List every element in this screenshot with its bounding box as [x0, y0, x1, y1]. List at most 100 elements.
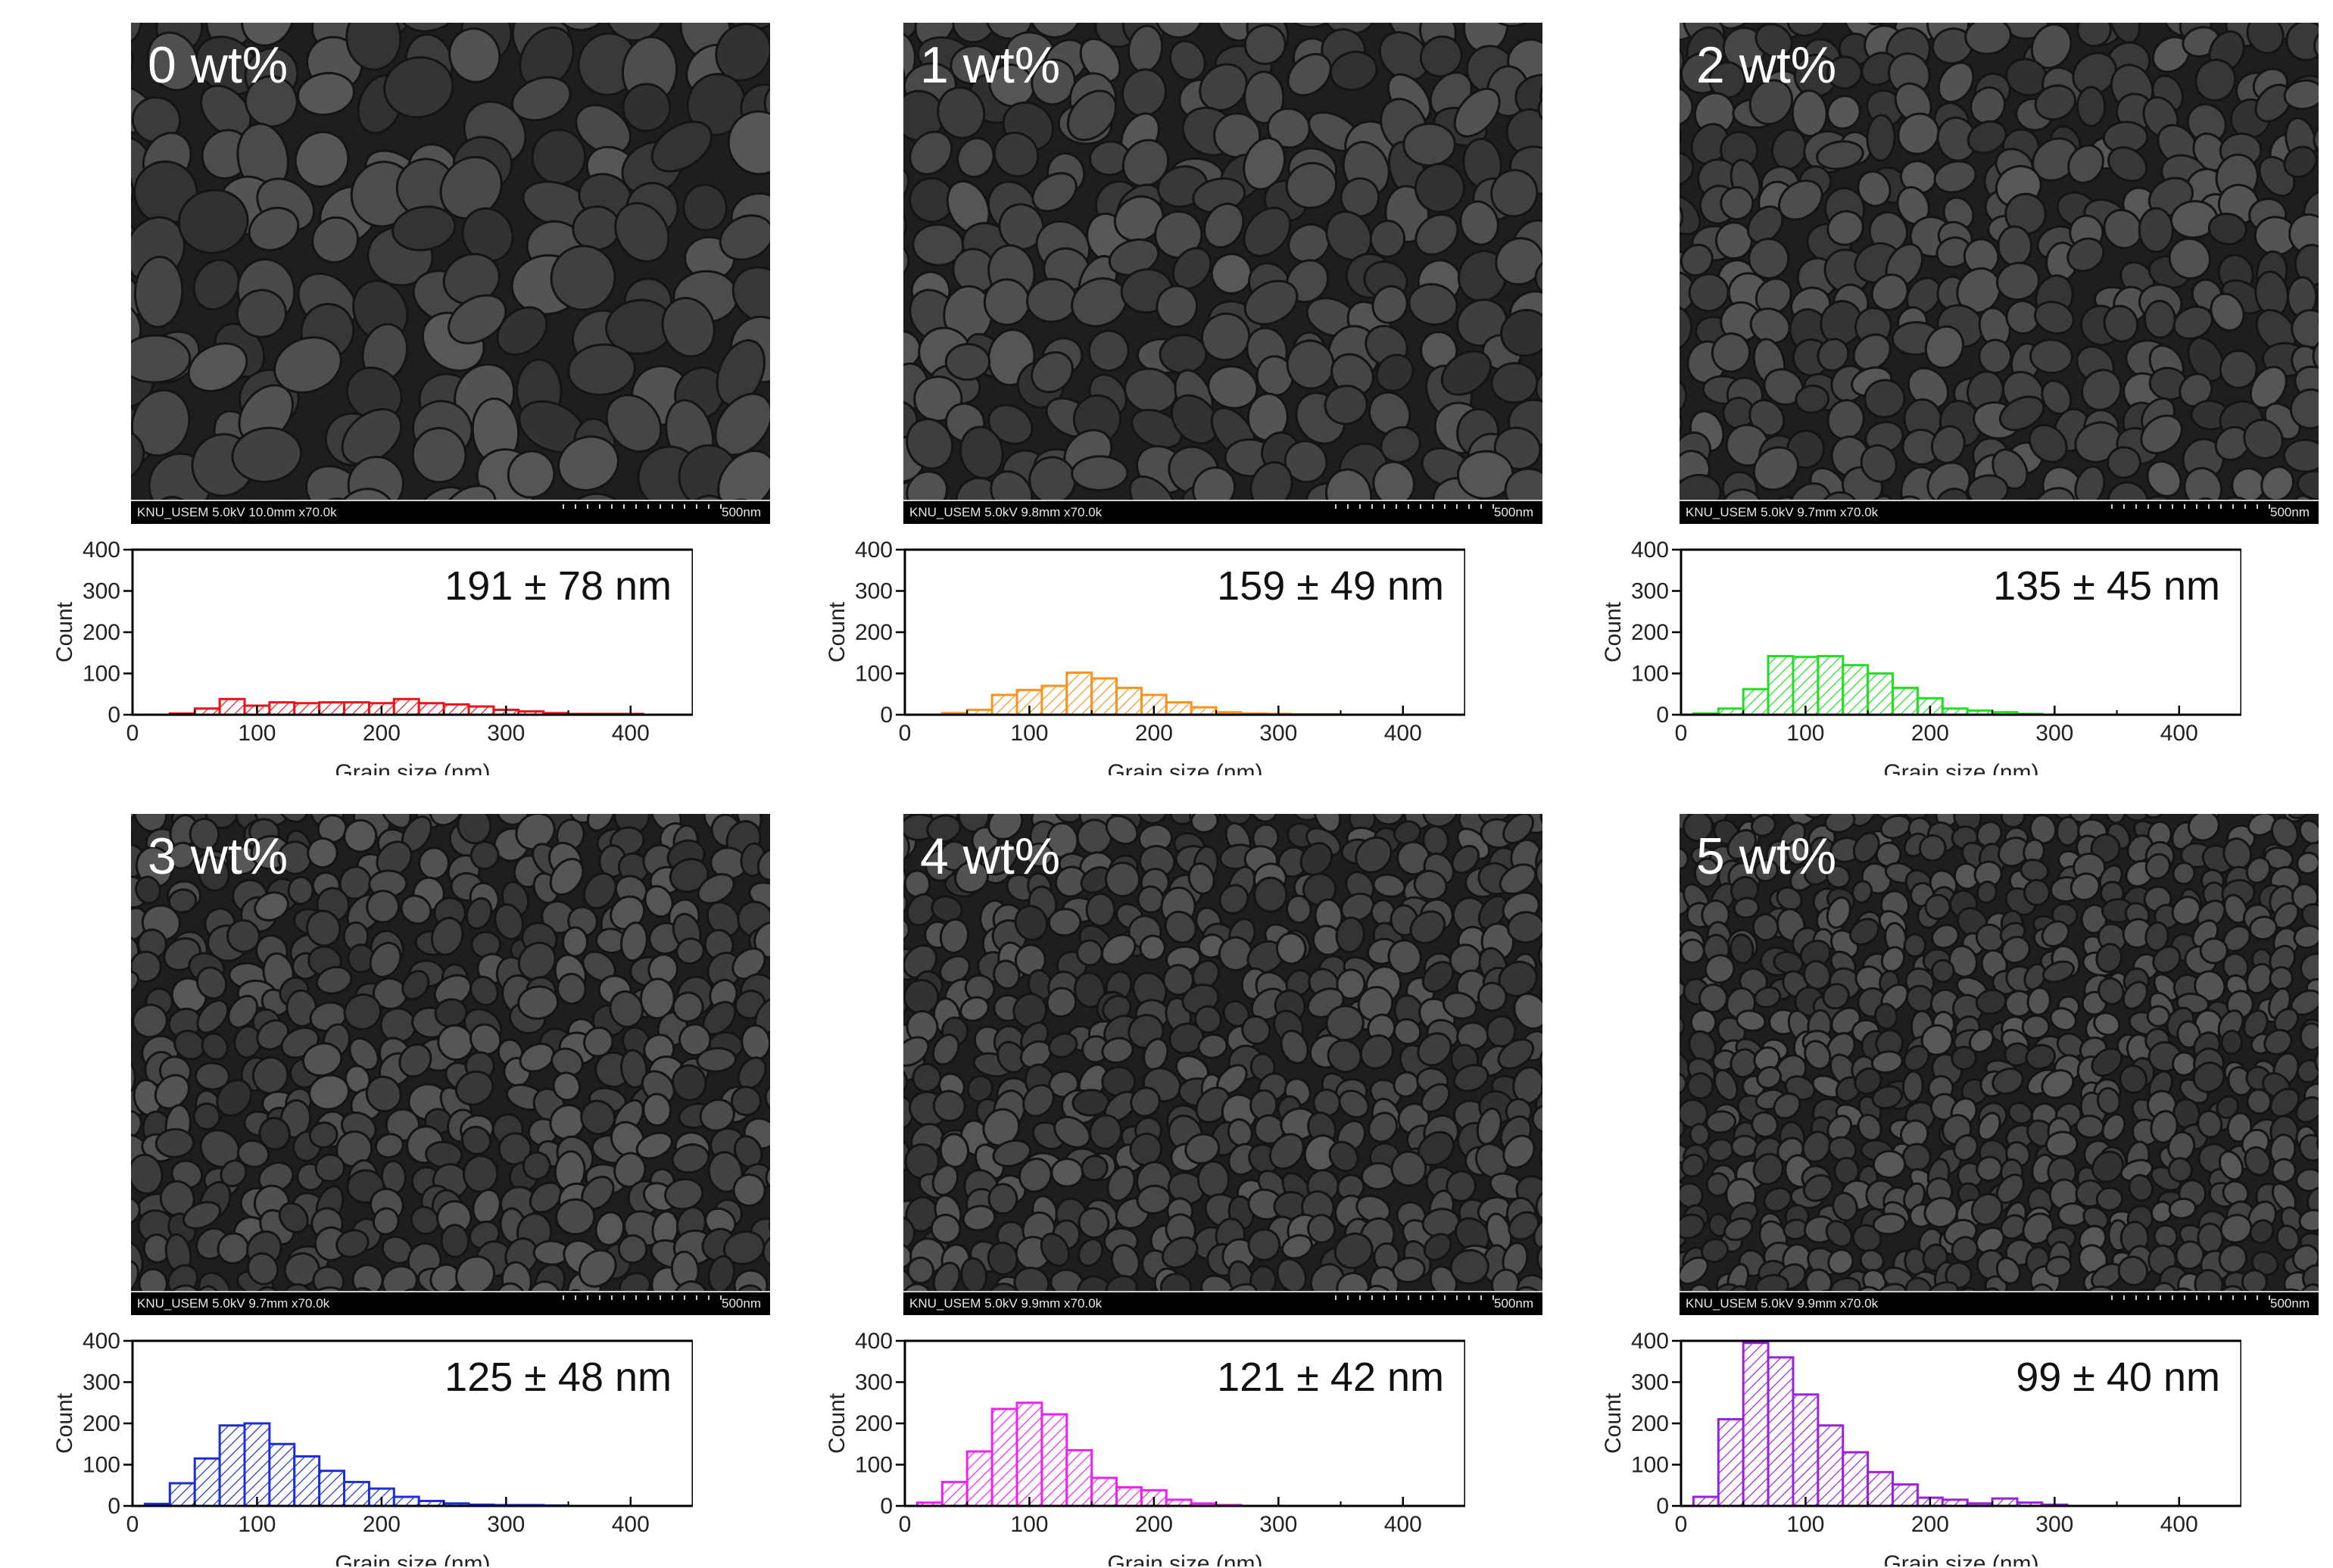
y-tick-label: 400	[1631, 538, 1669, 563]
x-tick-label: 0	[899, 721, 912, 746]
x-tick-label: 300	[1259, 1512, 1297, 1537]
sem-info-bar: KNU_USEM 5.0kV 9.9mm x70.0k 500nm	[903, 1291, 1542, 1315]
histogram-bar	[1792, 1393, 1820, 1507]
histogram: 0 100 200 300 400 0 100 200 300 400 Grain size (nm…	[1601, 1329, 2241, 1566]
sem-image: 4 wt% KNU_USEM 5.0kV 9.9mm x70.0k 500nm	[903, 814, 1542, 1315]
scale-bar-ticks	[2111, 504, 2270, 509]
histogram-bar	[1767, 1356, 1795, 1507]
histogram-bar	[1892, 687, 1919, 716]
y-tick-label: 300	[855, 1370, 893, 1395]
histogram-bar	[218, 1424, 246, 1507]
x-tick-label: 300	[487, 721, 525, 746]
x-tick-label: 200	[363, 1512, 401, 1537]
y-axis-label: Count	[825, 601, 850, 662]
x-tick-label: 400	[2160, 721, 2198, 746]
x-tick-label: 200	[363, 721, 401, 746]
y-tick-label: 300	[1631, 1370, 1669, 1395]
histogram-bar	[1842, 664, 1870, 716]
histogram-bar	[343, 701, 370, 716]
histogram-bar	[343, 1480, 370, 1507]
sem-image: 3 wt% KNU_USEM 5.0kV 9.7mm x70.0k 500nm	[131, 814, 770, 1315]
histogram: 0 100 200 300 400 0 100 200 300 400 Grain size (nm…	[52, 538, 693, 775]
x-tick-label: 400	[612, 1512, 650, 1537]
y-tick-label: 300	[855, 579, 893, 604]
histogram-bar	[1892, 1483, 1919, 1507]
x-tick-label: 200	[1911, 1512, 1949, 1537]
panel-0: 0 wt% KNU_USEM 5.0kV 10.0mm x70.0k 500nm 0 1…	[52, 23, 882, 775]
histogram: 0 100 200 300 400 0 100 200 300 400 Grain size (nm…	[1601, 538, 2241, 775]
y-tick-label: 0	[880, 1494, 893, 1519]
mean-grain-size-annotation: 135 ± 45 nm	[1993, 563, 2220, 609]
y-tick-label: 100	[855, 662, 893, 687]
histogram-bar	[168, 1482, 196, 1507]
y-tick-label: 0	[880, 703, 893, 728]
sem-acquisition-info: KNU_USEM 5.0kV 10.0mm x70.0k	[137, 505, 337, 519]
histogram-bar	[218, 697, 246, 716]
sem-texture	[903, 23, 1542, 524]
x-tick-label: 100	[1010, 721, 1048, 746]
panel-5: 5 wt% KNU_USEM 5.0kV 9.9mm x70.0k 500nm 0 10…	[1601, 814, 2333, 1566]
x-tick-label: 300	[2035, 721, 2073, 746]
y-tick-label: 400	[855, 1329, 893, 1354]
x-axis-label: Grain size (nm)	[1107, 1551, 1262, 1566]
concentration-label: 5 wt%	[1696, 828, 1837, 885]
histogram-bar	[318, 1470, 346, 1507]
scale-bar-label: 500nm	[722, 1296, 761, 1311]
y-tick-label: 400	[1631, 1329, 1669, 1354]
histogram-bar	[1817, 1424, 1845, 1507]
x-tick-label: 0	[126, 721, 139, 746]
mean-grain-size-annotation: 121 ± 42 nm	[1217, 1354, 1444, 1400]
y-tick-label: 100	[83, 662, 120, 687]
histogram-bar	[1767, 655, 1795, 716]
y-tick-label: 0	[108, 1494, 120, 1519]
histogram-bar	[417, 702, 445, 716]
scale-bar-ticks	[1335, 1295, 1494, 1300]
histogram-bar	[1040, 1413, 1068, 1507]
x-axis-label: Grain size (nm)	[335, 1551, 490, 1566]
y-tick-label: 0	[108, 703, 120, 728]
scale-bar-ticks	[563, 1295, 722, 1300]
mean-grain-size-annotation: 125 ± 48 nm	[444, 1354, 672, 1400]
x-tick-label: 400	[1384, 721, 1422, 746]
sem-texture	[1680, 814, 2319, 1315]
panel-1: 1 wt% KNU_USEM 5.0kV 9.8mm x70.0k 500nm 0 10…	[825, 23, 1655, 775]
panel-2: 2 wt% KNU_USEM 5.0kV 9.7mm x70.0k 500nm 0 10…	[1601, 23, 2333, 775]
mean-grain-size-annotation: 159 ± 49 nm	[1217, 563, 1444, 609]
y-axis-label: Count	[1601, 1392, 1626, 1454]
x-tick-label: 0	[1675, 721, 1688, 746]
histogram-bar	[1817, 655, 1845, 716]
sem-info-bar: KNU_USEM 5.0kV 9.7mm x70.0k 500nm	[131, 1291, 770, 1315]
x-tick-label: 300	[2035, 1512, 2073, 1537]
sem-image: 0 wt% KNU_USEM 5.0kV 10.0mm x70.0k 500nm	[131, 23, 770, 524]
sem-image: 1 wt% KNU_USEM 5.0kV 9.8mm x70.0k 500nm	[903, 23, 1542, 524]
x-tick-label: 100	[1010, 1512, 1048, 1537]
y-axis-label: Count	[825, 1392, 850, 1454]
y-tick-label: 400	[83, 1329, 120, 1354]
concentration-label: 2 wt%	[1696, 36, 1837, 94]
scale-bar-label: 500nm	[1494, 1296, 1533, 1311]
sem-acquisition-info: KNU_USEM 5.0kV 9.9mm x70.0k	[909, 1296, 1103, 1311]
y-tick-label: 300	[1631, 579, 1669, 604]
sem-info-bar: KNU_USEM 5.0kV 10.0mm x70.0k 500nm	[131, 500, 770, 524]
x-tick-label: 400	[1384, 1512, 1422, 1537]
histogram-bar	[1065, 1448, 1093, 1507]
x-tick-label: 0	[899, 1512, 912, 1537]
x-tick-label: 400	[2160, 1512, 2198, 1537]
x-axis-label: Grain size (nm)	[335, 760, 490, 775]
y-tick-label: 0	[1656, 703, 1669, 728]
histogram-bar	[1742, 687, 1770, 716]
x-axis-label: Grain size (nm)	[1883, 760, 2038, 775]
sem-image: 2 wt% KNU_USEM 5.0kV 9.7mm x70.0k 500nm	[1680, 23, 2319, 524]
histogram-bar	[990, 1407, 1018, 1507]
histogram-bar	[467, 705, 495, 716]
sem-acquisition-info: KNU_USEM 5.0kV 9.7mm x70.0k	[1686, 505, 1879, 519]
concentration-label: 4 wt%	[920, 828, 1061, 885]
y-tick-label: 300	[83, 1370, 120, 1395]
x-tick-label: 300	[487, 1512, 525, 1537]
histogram: 0 100 200 300 400 0 100 200 300 400 Grain size (nm…	[825, 538, 1465, 775]
histogram-bar	[965, 1450, 993, 1507]
histogram-bar	[1015, 688, 1043, 716]
histogram-bar	[940, 1480, 968, 1507]
x-tick-label: 200	[1135, 1512, 1173, 1537]
x-tick-label: 400	[612, 721, 650, 746]
